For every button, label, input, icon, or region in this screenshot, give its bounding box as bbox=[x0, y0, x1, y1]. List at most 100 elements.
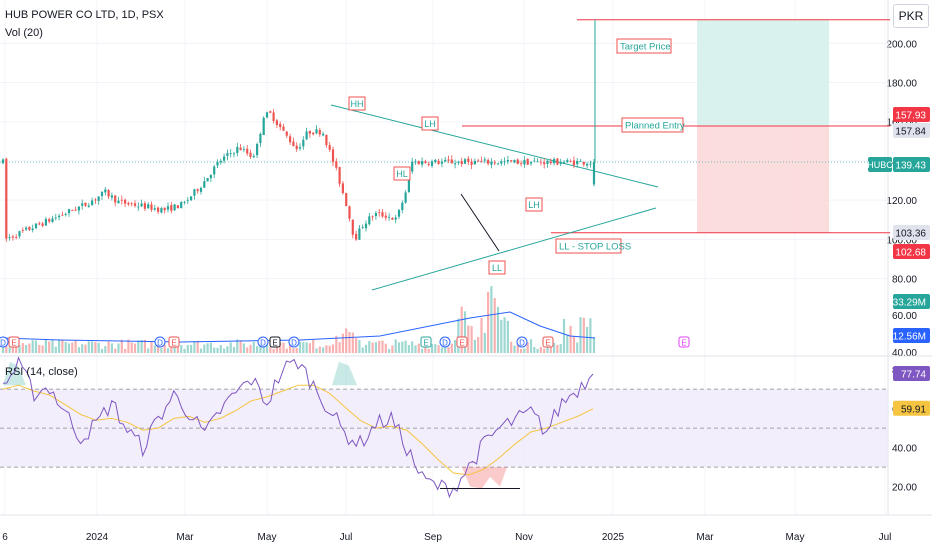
pattern-label: HL bbox=[396, 169, 408, 179]
volume-bar bbox=[315, 348, 318, 353]
level-label: LL - STOP LOSS bbox=[559, 242, 631, 253]
price-axis-badge-label: 12.56M bbox=[893, 332, 926, 343]
volume-bar bbox=[470, 326, 473, 353]
candle-body bbox=[523, 160, 526, 165]
candle-body bbox=[170, 205, 173, 211]
volume-bar bbox=[183, 348, 186, 353]
candle-body bbox=[526, 158, 529, 165]
volume-bar bbox=[190, 344, 193, 353]
candle-body bbox=[81, 203, 84, 206]
volume-bar bbox=[394, 339, 397, 353]
volume-bar bbox=[54, 346, 57, 353]
x-tick-label: Mar bbox=[176, 532, 194, 543]
volume-bar bbox=[71, 342, 74, 353]
volume-bar bbox=[559, 343, 562, 353]
price-axis-badge-label: 102.68 bbox=[895, 248, 926, 259]
candle-body bbox=[34, 223, 38, 229]
volume-bar bbox=[411, 341, 414, 353]
candle-body bbox=[104, 189, 107, 193]
candle-body bbox=[454, 163, 457, 165]
candle-body bbox=[282, 126, 285, 131]
x-tick-label: Nov bbox=[515, 532, 533, 543]
volume-bar bbox=[562, 318, 566, 353]
candle-body bbox=[21, 230, 24, 231]
dividend-marker-label: D bbox=[157, 339, 163, 348]
currency-button[interactable]: PKR bbox=[893, 4, 929, 28]
volume-bar bbox=[421, 348, 424, 353]
volume-bar bbox=[437, 345, 440, 353]
rsi-axis-badge bbox=[893, 400, 930, 416]
volume-bar bbox=[130, 342, 133, 353]
candle-body bbox=[97, 196, 100, 201]
volume-bar bbox=[236, 339, 239, 353]
candle-body bbox=[381, 212, 384, 217]
candle-body bbox=[147, 204, 150, 209]
volume-bar bbox=[414, 345, 417, 353]
volume-bar bbox=[586, 326, 589, 353]
pattern-label: LH bbox=[528, 200, 540, 210]
candle-body bbox=[292, 141, 295, 147]
volume-bar bbox=[546, 344, 549, 353]
candle-body bbox=[259, 133, 262, 144]
candle-body bbox=[447, 159, 450, 161]
candle-body bbox=[559, 163, 562, 164]
candle-body bbox=[209, 175, 212, 179]
dividend-marker bbox=[516, 336, 528, 348]
earnings-marker bbox=[269, 336, 281, 348]
volume-bar bbox=[404, 340, 407, 353]
volume-bar bbox=[358, 340, 361, 353]
candle-body bbox=[576, 161, 579, 165]
candle-body bbox=[417, 161, 420, 165]
candle-body bbox=[328, 145, 331, 150]
volume-bar bbox=[510, 341, 513, 353]
candle-body bbox=[361, 227, 364, 228]
earnings-marker bbox=[8, 336, 20, 348]
volume-bar bbox=[246, 347, 249, 353]
volume-bar bbox=[5, 340, 8, 353]
volume-bar bbox=[41, 345, 44, 353]
candle-body bbox=[173, 204, 176, 211]
candle-body bbox=[223, 156, 226, 161]
candle-body bbox=[562, 162, 566, 164]
candle-body bbox=[391, 217, 394, 220]
candle-body bbox=[275, 120, 278, 125]
candle-body bbox=[434, 159, 437, 163]
candle-body bbox=[8, 237, 11, 239]
candle-body bbox=[368, 216, 371, 225]
volume-bar bbox=[500, 319, 503, 353]
candle-body bbox=[566, 160, 569, 163]
volume-bar bbox=[424, 343, 427, 353]
volume-bar bbox=[94, 342, 97, 353]
volume-bar bbox=[249, 344, 252, 353]
level-label-box bbox=[621, 117, 684, 133]
candle-body bbox=[84, 202, 87, 206]
earnings-marker-label: E bbox=[171, 339, 176, 348]
symbol-title: HUB POWER CO LTD, 1D, PSX bbox=[5, 9, 164, 21]
volume-bar bbox=[391, 345, 394, 353]
candle-body bbox=[430, 161, 434, 166]
y-tick-label: 200.00 bbox=[886, 39, 917, 50]
volume-bar bbox=[325, 345, 328, 353]
candle-body bbox=[592, 162, 596, 185]
pattern-label-box bbox=[348, 96, 366, 111]
volume-bar bbox=[232, 347, 236, 353]
volume-bar bbox=[513, 345, 516, 353]
candle-body bbox=[407, 171, 410, 192]
candle-body bbox=[48, 219, 51, 222]
price-axis-badge bbox=[893, 157, 930, 172]
candle-body bbox=[437, 160, 440, 164]
volume-bar bbox=[272, 348, 275, 353]
volume-bar bbox=[477, 337, 480, 353]
candle-body bbox=[226, 153, 229, 156]
candle-body bbox=[67, 209, 71, 214]
volume-bar bbox=[21, 343, 24, 353]
candle-body bbox=[374, 212, 377, 217]
rsi-tick-label: 40.00 bbox=[892, 444, 917, 455]
candle-body bbox=[308, 130, 311, 134]
volume-bar bbox=[265, 345, 269, 353]
y-tick-label: 180.00 bbox=[886, 79, 917, 90]
candle-body bbox=[493, 162, 496, 164]
earnings-marker-label: E bbox=[423, 339, 428, 348]
